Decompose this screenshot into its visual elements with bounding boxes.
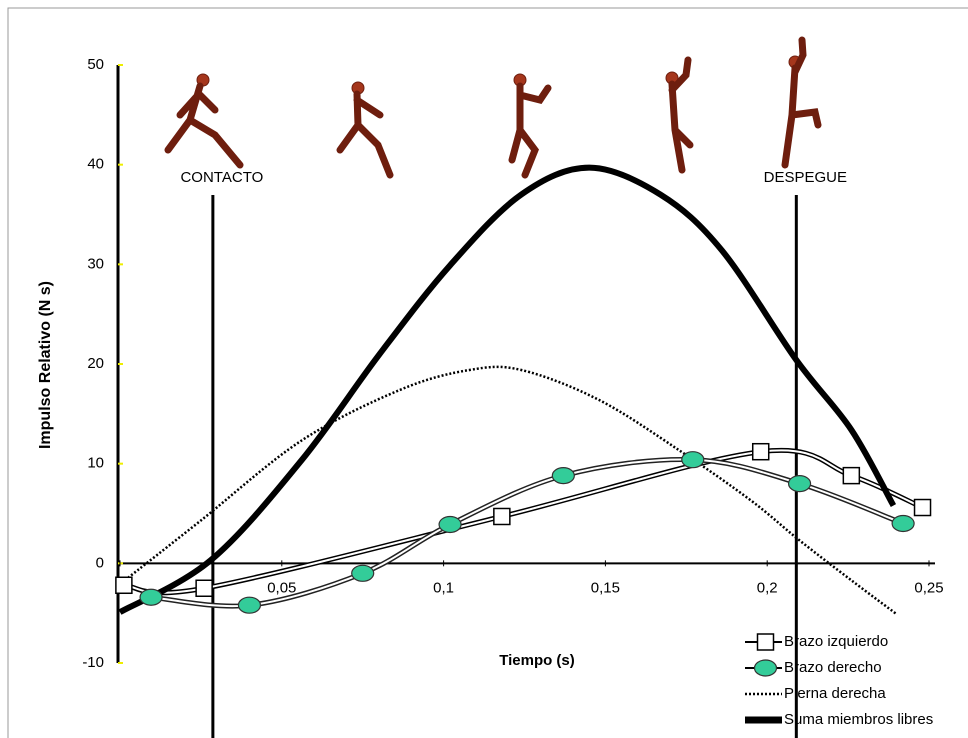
marker-square [494, 508, 510, 524]
marker-circle [682, 452, 704, 468]
marker-circle [789, 476, 811, 492]
marker-square [196, 580, 212, 596]
marker-circle [352, 565, 374, 581]
marker-square [758, 634, 774, 650]
x-tick-label: 0,1 [433, 579, 454, 596]
y-tick-label: 40 [87, 156, 104, 173]
marker-circle [238, 597, 260, 613]
marker-circle [892, 515, 914, 531]
marker-square [843, 468, 859, 484]
legend-label: Suma miembros libres [784, 711, 933, 728]
y-axis-label: Impulso Relativo (N s) [37, 281, 54, 449]
x-tick-label: 0,15 [591, 579, 620, 596]
y-tick-label: 50 [87, 56, 104, 73]
marker-square [753, 444, 769, 460]
x-tick-label: 0,2 [757, 579, 778, 596]
marker-square [915, 500, 931, 516]
marker-circle [439, 516, 461, 532]
legend-label: Pierna derecha [784, 685, 886, 702]
marker-circle [140, 589, 162, 605]
x-tick-label: 0,25 [914, 579, 943, 596]
y-tick-label: -10 [82, 654, 104, 671]
y-tick-label: 20 [87, 355, 104, 372]
y-tick-label: 0 [96, 554, 104, 571]
y-tick-label: 30 [87, 255, 104, 272]
x-tick-label: 0,05 [267, 579, 296, 596]
x-axis-label: Tiempo (s) [499, 652, 575, 669]
legend-label: Brazo izquierdo [784, 633, 888, 650]
y-tick-label: 10 [87, 455, 104, 472]
legend-label: Brazo derecho [784, 659, 882, 676]
chart: Impulso Relativo (N s) Tiempo (s) -10 0 10… [0, 0, 968, 738]
background [0, 0, 968, 738]
marker-circle [755, 660, 777, 676]
marker-square [116, 577, 132, 593]
annotation-label: DESPEGUE [764, 169, 847, 186]
annotation-label: CONTACTO [180, 169, 263, 186]
marker-circle [552, 468, 574, 484]
